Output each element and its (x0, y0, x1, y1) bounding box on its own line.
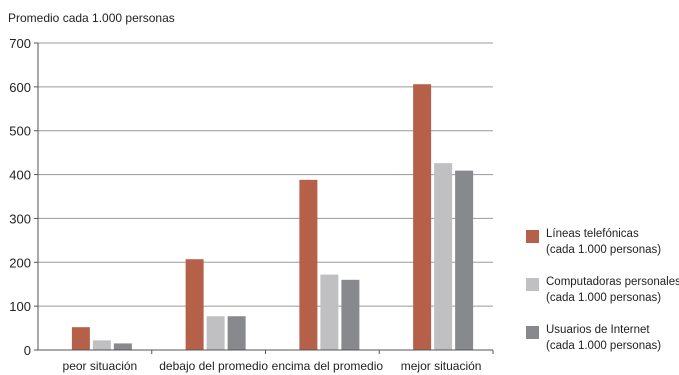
legend-sublabel: (cada 1.000 personas) (546, 292, 662, 304)
legend-swatch (526, 230, 539, 243)
bar (341, 279, 360, 350)
x-tick-label: peor situación (63, 359, 138, 373)
legend-swatch (526, 278, 539, 291)
y-tick-label: 400 (9, 168, 31, 183)
legend-item-lineas: Líneas telefónicas (cada 1.000 personas) (526, 226, 676, 274)
bar (92, 340, 111, 350)
x-axis: peor situación debajo del promedio encima … (38, 349, 494, 373)
legend: Líneas telefónicas (cada 1.000 personas)… (526, 226, 679, 370)
y-tick-label: 500 (9, 124, 31, 139)
bar (206, 316, 225, 350)
y-tick-label: 200 (9, 255, 31, 270)
y-axis-title: Promedio cada 1.000 personas (8, 11, 175, 25)
x-tick-label: encima del promedio (272, 359, 384, 373)
bar (227, 316, 246, 350)
y-tick-label: 100 (9, 299, 31, 314)
bar (185, 259, 204, 350)
x-tick-label: mejor situación (401, 359, 482, 373)
legend-label: Computadoras personales (546, 276, 679, 288)
bar (113, 343, 132, 350)
bar (455, 170, 474, 350)
y-tick-label: 0 (24, 343, 31, 358)
legend-label: Usuarios de Internet (546, 324, 650, 336)
legend-sublabel: (cada 1.000 personas) (546, 340, 662, 352)
y-tick-label: 300 (9, 211, 31, 226)
bar (434, 163, 453, 350)
legend-item-usuarios: Usuarios de Internet (cada 1.000 persona… (526, 322, 676, 370)
legend-item-computadoras: Computadoras personales (cada 1.000 pers… (526, 274, 679, 322)
bar (320, 274, 339, 350)
bar (299, 179, 318, 350)
legend-swatch (526, 326, 539, 339)
x-tick-label: debajo del promedio (159, 359, 268, 373)
legend-sublabel: (cada 1.000 personas) (546, 244, 662, 256)
y-tick-label: 600 (9, 80, 31, 95)
y-tick-label: 700 (9, 36, 31, 51)
bar (413, 84, 432, 351)
bars (71, 84, 474, 351)
legend-label: Líneas telefónicas (546, 228, 639, 240)
y-axis: 0 100 200 300 400 500 600 700 (9, 36, 39, 358)
bar (71, 327, 90, 350)
